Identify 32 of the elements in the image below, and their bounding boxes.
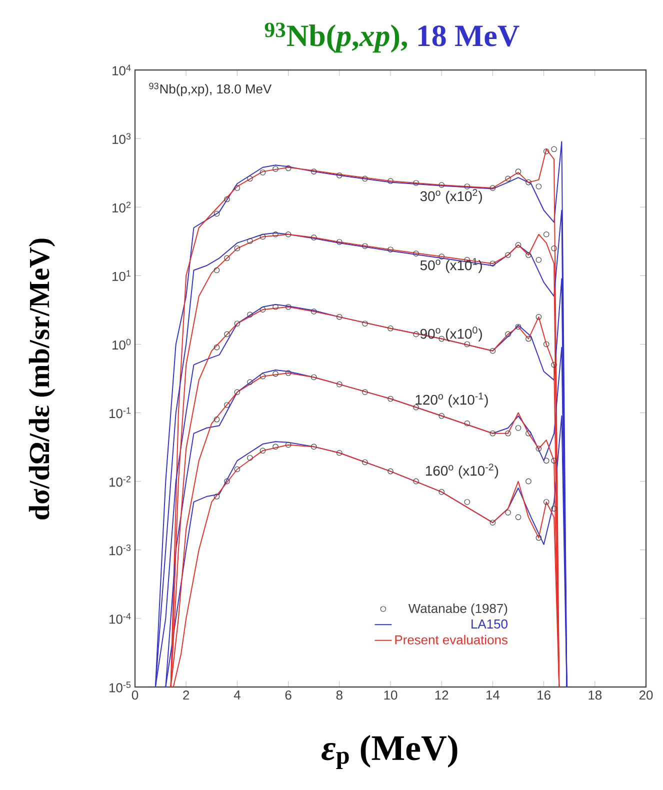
text: LA150 — [472, 619, 508, 629]
x-tick-label: 2 — [183, 690, 190, 700]
x-tick-label: 12 — [435, 690, 448, 700]
x-tick-label: 16 — [538, 690, 550, 700]
annotation: $^{93}$Nb(p,xp), 18.0 MeV — [149, 82, 272, 96]
x-tick-label: 10 — [384, 690, 398, 700]
x-tick-label: 6 — [285, 690, 292, 700]
y-tick-label: 10$^{-2}$ — [110, 476, 131, 487]
x-tick-label: 0 — [132, 690, 138, 700]
y-tick-label: 10$^{1}$ — [112, 270, 131, 282]
x-tick-label: 20 — [639, 690, 653, 700]
chart-subtitle: 18 MeV — [418, 25, 520, 46]
y-tick-label: 10$^{-5}$ — [110, 682, 131, 692]
annotation: 160$^{o}$ (x10$^{-2}$) — [426, 464, 498, 478]
y-tick-label: 10$^{3}$ — [112, 133, 131, 144]
x-axis-title: ε$_{p}$ (MeV) — [322, 735, 458, 769]
x-tick-label: 14 — [486, 690, 500, 700]
y-tick-label: 10$^{-4}$ — [110, 613, 131, 624]
y-tick-label: 10$^{4}$ — [112, 64, 131, 76]
annotation: 30$^{o}$ (x10$^{2}$) — [420, 189, 482, 204]
x-tick-label: 4 — [234, 690, 240, 700]
y-tick-label: 10$^{2}$ — [112, 202, 131, 212]
y-tick-label: 10$^{0}$ — [112, 338, 131, 350]
legend-label: Present evaluations — [395, 634, 508, 644]
x-tick-label: 8 — [336, 690, 342, 700]
y-axis-title: dσ/dΩ/dε (mb/sr/MeV) — [28, 238, 56, 520]
legend-label: Watanabe (1987) — [408, 604, 508, 616]
y-tick-label: 10$^{-3}$ — [110, 544, 131, 556]
x-tick-label: 18 — [588, 690, 602, 700]
annotation: 120$^{o}$ (x10$^{-1}$) — [416, 392, 488, 408]
chart-title: $^{93}$Nb(p,xp), — [264, 22, 408, 53]
y-tick-label: 10$^{-1}$ — [110, 407, 131, 418]
